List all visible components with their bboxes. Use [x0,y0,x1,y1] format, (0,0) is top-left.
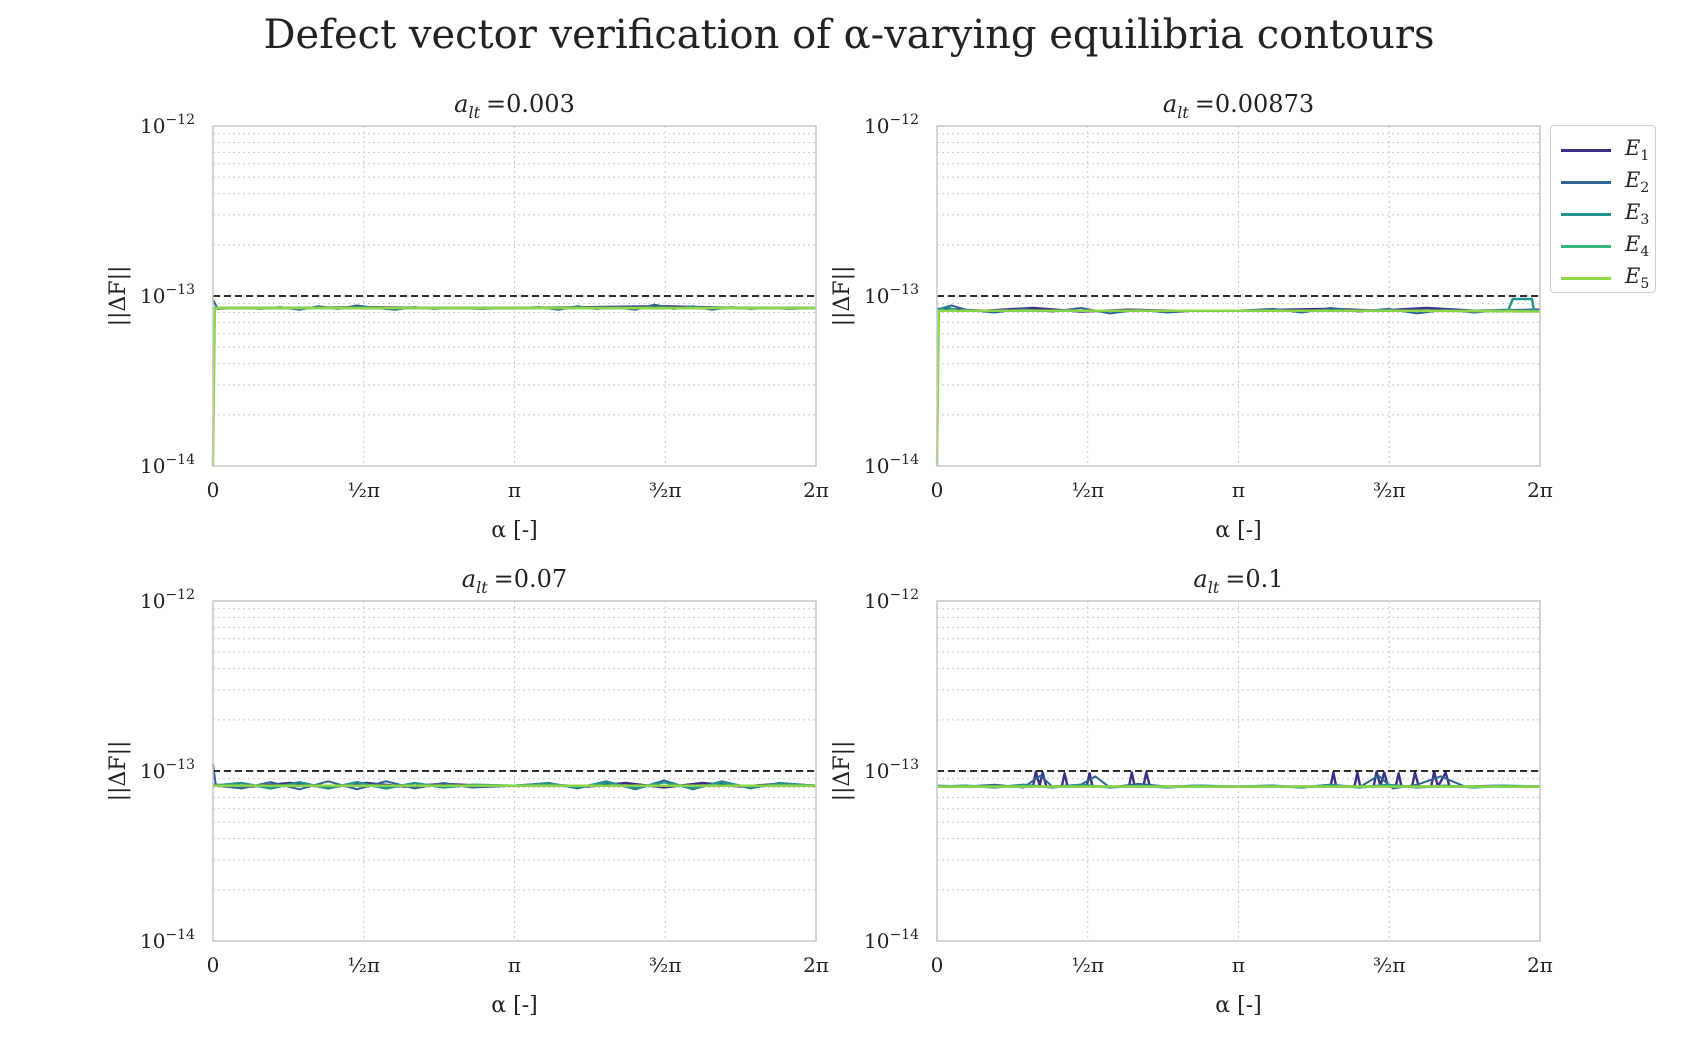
x-axis-label: α [-] [1215,518,1261,543]
x-tick-label: ³⁄₂π [1373,478,1406,502]
chart-panel-2: 0 ½π π ³⁄₂π 2π 10−14 10−13 10−12 α [-] ||ΔF|| alt =… [830,90,1553,543]
x-tick-label: ½π [1071,478,1104,502]
plot-frame [936,125,1541,467]
x-axis-label: α [-] [491,518,537,543]
legend-item-e2: E2 [1551,166,1655,198]
x-tick-label: π [508,478,521,502]
x-tick-label: π [1232,953,1245,977]
legend-item-e3: E3 [1551,198,1655,230]
chart-panel-1: 0 ½π π ³⁄₂π 2π 10−14 10−13 10−12 α [-] ||ΔF|| alt =… [106,90,829,543]
legend-label: E1 [1625,135,1650,165]
y-tick-label: 10−14 [864,927,919,953]
y-tick-label: 10−14 [864,452,919,478]
legend-item-e4: E4 [1551,230,1655,262]
legend: E1 E2 E3 E4 E5 [1550,125,1656,293]
figure-title: Defect vector verification of α-varying … [263,12,1435,58]
x-tick-label: 2π [1527,953,1553,977]
x-tick-label: ½π [347,953,380,977]
legend-swatch [1561,276,1611,280]
legend-swatch [1561,148,1611,152]
series-line-e5 [935,309,1541,467]
legend-label: E4 [1625,231,1650,261]
chart-panel-4: 0 ½π π ³⁄₂π 2π 10−14 10−13 10−12 α [-] ||ΔF|| alt =… [830,565,1553,1018]
y-tick-label: 10−14 [140,927,195,953]
y-tick-label: 10−13 [864,282,919,308]
y-tick-label: 10−12 [864,112,919,138]
y-tick-label: 10−12 [140,112,195,138]
x-tick-label: ³⁄₂π [1373,953,1406,977]
subplot-title: alt =0.00873 [1163,90,1314,122]
y-tick-label: 10−13 [140,282,195,308]
x-tick-label: ³⁄₂π [649,478,682,502]
legend-swatch [1561,212,1611,216]
y-tick-label: 10−14 [140,452,195,478]
x-tick-label: ½π [1071,953,1104,977]
legend-label: E5 [1625,263,1650,293]
x-axis-label: α [-] [491,993,537,1018]
x-tick-label: π [1232,478,1245,502]
legend-label: E2 [1625,167,1650,197]
x-tick-label: 0 [207,953,220,977]
legend-label: E3 [1625,199,1650,229]
x-tick-label: 2π [1527,478,1553,502]
x-tick-label: π [508,953,521,977]
x-tick-label: 0 [207,478,220,502]
plot-frame [936,600,1541,942]
subplot-title: alt =0.07 [462,565,567,597]
series-line-e5 [211,306,816,467]
chart-panel-3: 0 ½π π ³⁄₂π 2π 10−14 10−13 10−12 α [-] ||ΔF|| alt =… [106,565,829,1018]
subplot-title: alt =0.003 [454,90,575,122]
plot-frame [212,600,817,942]
y-tick-label: 10−13 [864,757,919,783]
y-tick-label: 10−13 [140,757,195,783]
x-tick-label: 0 [931,478,944,502]
x-tick-label: ½π [347,478,380,502]
y-axis-label: ||ΔF|| [106,266,131,327]
x-axis-label: α [-] [1215,993,1261,1018]
y-tick-label: 10−12 [140,587,195,613]
subplot-title: alt =0.1 [1193,565,1283,597]
x-tick-label: 2π [803,478,829,502]
legend-swatch [1561,180,1611,184]
legend-swatch [1561,244,1611,248]
x-tick-label: ³⁄₂π [649,953,682,977]
y-tick-label: 10−12 [864,587,919,613]
legend-item-e5: E5 [1551,262,1655,294]
x-tick-label: 2π [803,953,829,977]
y-axis-label: ||ΔF|| [830,741,855,802]
y-axis-label: ||ΔF|| [106,741,131,802]
y-axis-label: ||ΔF|| [830,266,855,327]
legend-item-e1: E1 [1551,134,1655,166]
plot-frame [212,125,817,467]
x-tick-label: 0 [931,953,944,977]
